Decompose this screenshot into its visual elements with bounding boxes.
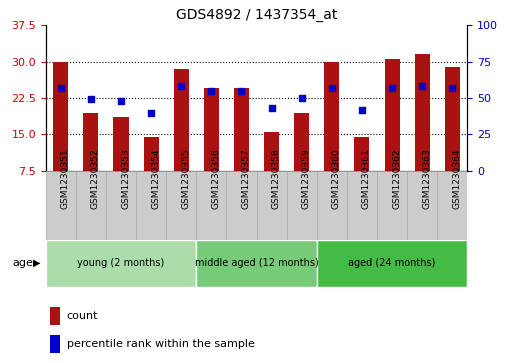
Text: GSM1230358: GSM1230358: [272, 148, 280, 209]
Point: [418, 83, 426, 89]
Point: [298, 95, 306, 101]
Bar: [50, 335, 60, 353]
Bar: [196, 240, 317, 287]
Bar: [355, 137, 369, 171]
Text: ▶: ▶: [33, 258, 41, 268]
Text: middle aged (12 months): middle aged (12 months): [195, 258, 319, 268]
Bar: [257, 171, 287, 240]
Text: age: age: [13, 258, 34, 268]
Text: GSM1230351: GSM1230351: [61, 148, 70, 209]
Bar: [415, 54, 430, 171]
Text: GSM1230353: GSM1230353: [121, 148, 130, 209]
Point: [268, 105, 276, 111]
Bar: [50, 307, 60, 325]
Bar: [53, 62, 68, 171]
Title: GDS4892 / 1437354_at: GDS4892 / 1437354_at: [176, 8, 337, 22]
Text: count: count: [67, 311, 99, 321]
Text: GSM1230354: GSM1230354: [151, 148, 160, 209]
Text: GSM1230364: GSM1230364: [452, 148, 461, 209]
Bar: [106, 171, 136, 240]
Bar: [294, 113, 309, 171]
Point: [448, 85, 456, 91]
Text: GSM1230360: GSM1230360: [332, 148, 341, 209]
Point: [358, 107, 366, 113]
Bar: [437, 171, 467, 240]
Bar: [377, 171, 407, 240]
Point: [388, 85, 396, 91]
Bar: [227, 171, 257, 240]
Text: GSM1230357: GSM1230357: [241, 148, 250, 209]
Point: [87, 97, 95, 102]
Bar: [196, 171, 227, 240]
Bar: [46, 240, 196, 287]
Text: GSM1230359: GSM1230359: [302, 148, 311, 209]
Bar: [76, 171, 106, 240]
Text: GSM1230355: GSM1230355: [181, 148, 190, 209]
Point: [207, 88, 215, 94]
Bar: [136, 171, 166, 240]
Point: [57, 85, 65, 91]
Bar: [166, 171, 196, 240]
Point: [328, 85, 336, 91]
Point: [147, 110, 155, 115]
Bar: [174, 69, 189, 171]
Bar: [385, 59, 400, 171]
Bar: [317, 171, 347, 240]
Text: aged (24 months): aged (24 months): [348, 258, 436, 268]
Bar: [324, 62, 339, 171]
Text: GSM1230362: GSM1230362: [392, 148, 401, 209]
Bar: [113, 117, 129, 171]
Point: [117, 98, 125, 104]
Bar: [234, 88, 249, 171]
Text: percentile rank within the sample: percentile rank within the sample: [67, 339, 255, 349]
Text: GSM1230361: GSM1230361: [362, 148, 371, 209]
Point: [237, 88, 245, 94]
Text: GSM1230352: GSM1230352: [91, 148, 100, 209]
Bar: [83, 113, 99, 171]
Bar: [264, 132, 279, 171]
Bar: [287, 171, 317, 240]
Bar: [407, 171, 437, 240]
Bar: [204, 88, 219, 171]
Text: young (2 months): young (2 months): [77, 258, 165, 268]
Bar: [46, 171, 76, 240]
Bar: [144, 137, 158, 171]
Bar: [445, 66, 460, 171]
Bar: [317, 240, 467, 287]
Point: [177, 83, 185, 89]
Text: GSM1230363: GSM1230363: [422, 148, 431, 209]
Text: GSM1230356: GSM1230356: [211, 148, 220, 209]
Bar: [347, 171, 377, 240]
